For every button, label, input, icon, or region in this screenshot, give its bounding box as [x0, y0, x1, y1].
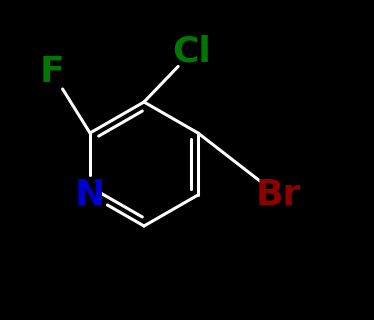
Text: F: F: [40, 55, 64, 89]
Text: N: N: [75, 178, 105, 212]
Text: Cl: Cl: [173, 35, 211, 69]
Text: Br: Br: [255, 178, 301, 212]
